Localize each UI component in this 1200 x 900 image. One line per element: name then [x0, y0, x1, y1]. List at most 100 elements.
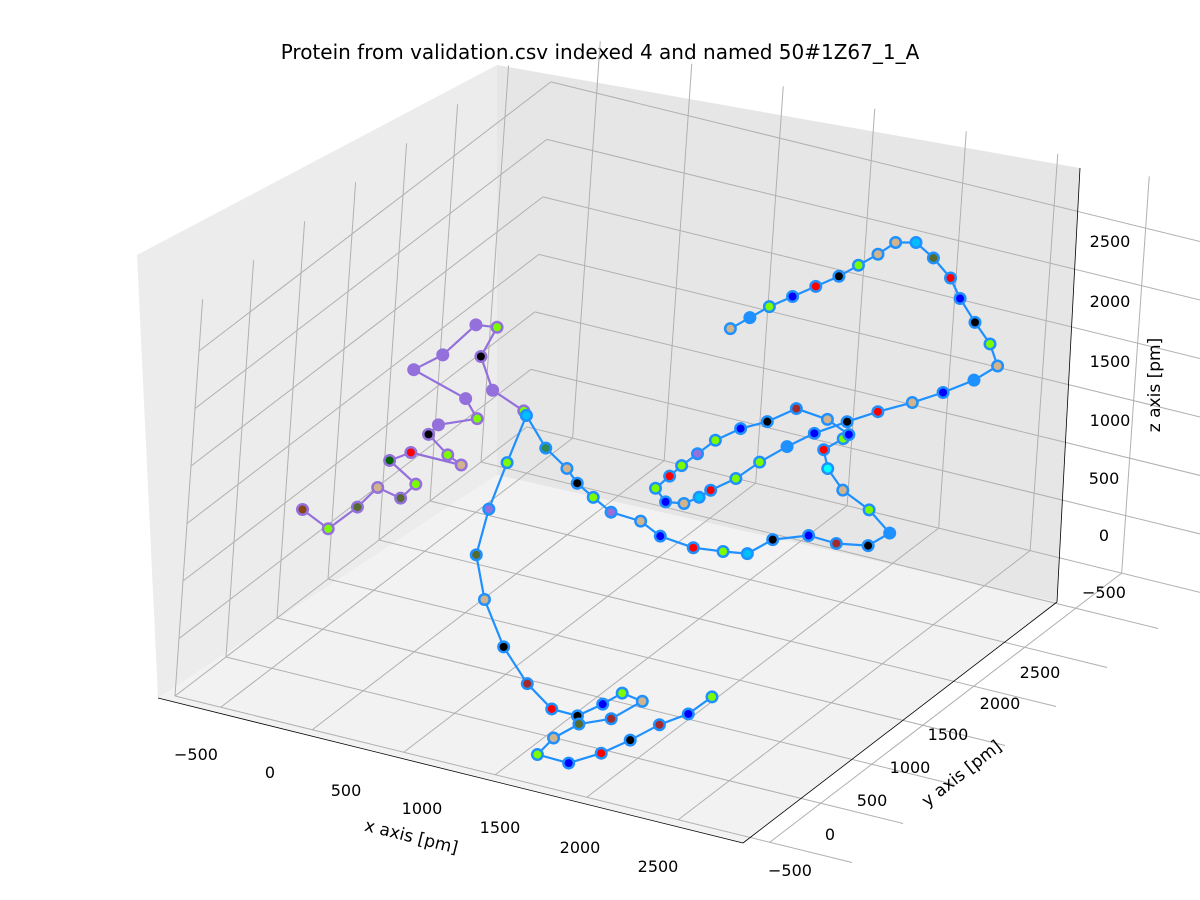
z-tick-label: 1500	[1090, 352, 1131, 371]
x-tick-label: 1500	[480, 818, 521, 837]
atom-marker	[810, 429, 819, 438]
atom-marker	[684, 709, 693, 718]
grid-line	[677, 550, 1031, 821]
atom-marker	[626, 736, 635, 745]
atom-marker	[503, 458, 512, 467]
atom-marker	[743, 549, 752, 558]
y-tick-label: −500	[768, 861, 812, 880]
atom-marker	[434, 420, 443, 429]
atom-marker	[755, 458, 764, 467]
atom-marker	[665, 472, 674, 481]
y-axis-line	[742, 601, 1058, 844]
atom-marker	[864, 541, 873, 550]
atom-marker	[438, 350, 447, 359]
grid-line	[220, 437, 573, 708]
x-axis-ticks: −500 0 500 1000 1500 2000 2500	[174, 745, 678, 876]
grid-line	[572, 41, 601, 439]
atom-marker	[564, 759, 573, 768]
grid-line	[663, 63, 693, 461]
atom-marker	[804, 531, 813, 540]
atom-marker	[970, 318, 979, 327]
atom-marker	[823, 415, 832, 424]
atom-marker	[956, 294, 965, 303]
atom-marker	[768, 535, 777, 544]
y-tick-label: 1000	[890, 758, 931, 777]
atom-marker	[499, 642, 508, 651]
atom-marker	[574, 720, 583, 729]
grid-line	[938, 131, 967, 529]
atom-marker	[788, 292, 797, 301]
grid-line	[378, 539, 1057, 707]
y-axis-ticks: −500 0 500 1000 1500 2000 2500	[768, 663, 1060, 880]
atom-marker	[523, 679, 532, 688]
y-axis-label: y axis [pm]	[918, 737, 1006, 812]
grid-line	[276, 221, 306, 619]
atom-marker	[763, 417, 772, 426]
atom-marker	[719, 547, 728, 556]
atom-marker	[811, 282, 820, 291]
grid-line	[174, 426, 528, 697]
atom-marker	[843, 417, 852, 426]
z-axis-line	[1056, 167, 1081, 603]
atom-marker	[819, 445, 828, 454]
atom-marker	[986, 339, 995, 348]
atom-marker	[873, 250, 882, 259]
atom-marker	[484, 505, 493, 514]
y-tick-label: 500	[857, 791, 888, 810]
atom-marker	[473, 414, 482, 423]
atom-marker	[547, 704, 556, 713]
grid-line	[534, 311, 1200, 476]
atom-marker	[745, 313, 754, 322]
grid-line	[327, 578, 1006, 746]
atom-marker	[541, 444, 550, 453]
atom-marker	[636, 517, 645, 526]
atom-marker	[298, 505, 307, 514]
x-axis-line	[157, 697, 744, 844]
grid-line	[194, 139, 548, 409]
grid-line	[542, 196, 1200, 359]
atom-marker	[838, 486, 847, 495]
atom-marker	[655, 720, 664, 729]
grid-line	[429, 500, 1108, 668]
atom-marker	[946, 273, 955, 282]
z-tick-label: 1000	[1090, 411, 1131, 430]
left-pane	[137, 65, 497, 698]
atom-marker	[834, 272, 843, 281]
atom-marker	[493, 323, 502, 332]
atom-marker	[707, 692, 716, 701]
grid-line	[225, 260, 255, 658]
grid-lines	[174, 41, 1200, 863]
z-tick-label: 2500	[1090, 232, 1131, 251]
atom-marker	[689, 543, 698, 552]
backbone-chain-2	[475, 414, 714, 765]
atom-marker	[679, 499, 688, 508]
grid-line	[190, 196, 544, 467]
atom-marker	[695, 493, 704, 502]
atom-marker	[471, 320, 480, 329]
atom-marker	[844, 430, 853, 439]
grid-line	[769, 572, 1122, 843]
atom-marker	[409, 365, 418, 374]
x-tick-label: −500	[174, 745, 218, 764]
atom-marker	[832, 539, 841, 548]
z-tick-label: 500	[1089, 469, 1120, 488]
atom-marker	[589, 493, 598, 502]
grid-line	[480, 65, 510, 463]
atom-marker	[939, 388, 948, 397]
atom-marker	[607, 714, 616, 723]
atom-marker	[406, 448, 415, 457]
atom-marker	[706, 486, 715, 495]
x-tick-label: 2000	[560, 838, 601, 857]
y-tick-label: 0	[825, 825, 835, 844]
atom-marker	[651, 484, 660, 493]
grid-line	[378, 143, 408, 541]
grid-line	[225, 656, 904, 824]
atom-marker	[891, 238, 900, 247]
atom-marker	[823, 464, 832, 473]
x-tick-label: 2500	[638, 857, 679, 876]
grid-line	[586, 527, 939, 798]
atom-marker	[873, 407, 882, 416]
grid-line	[755, 86, 784, 484]
atom-marker	[885, 529, 894, 538]
